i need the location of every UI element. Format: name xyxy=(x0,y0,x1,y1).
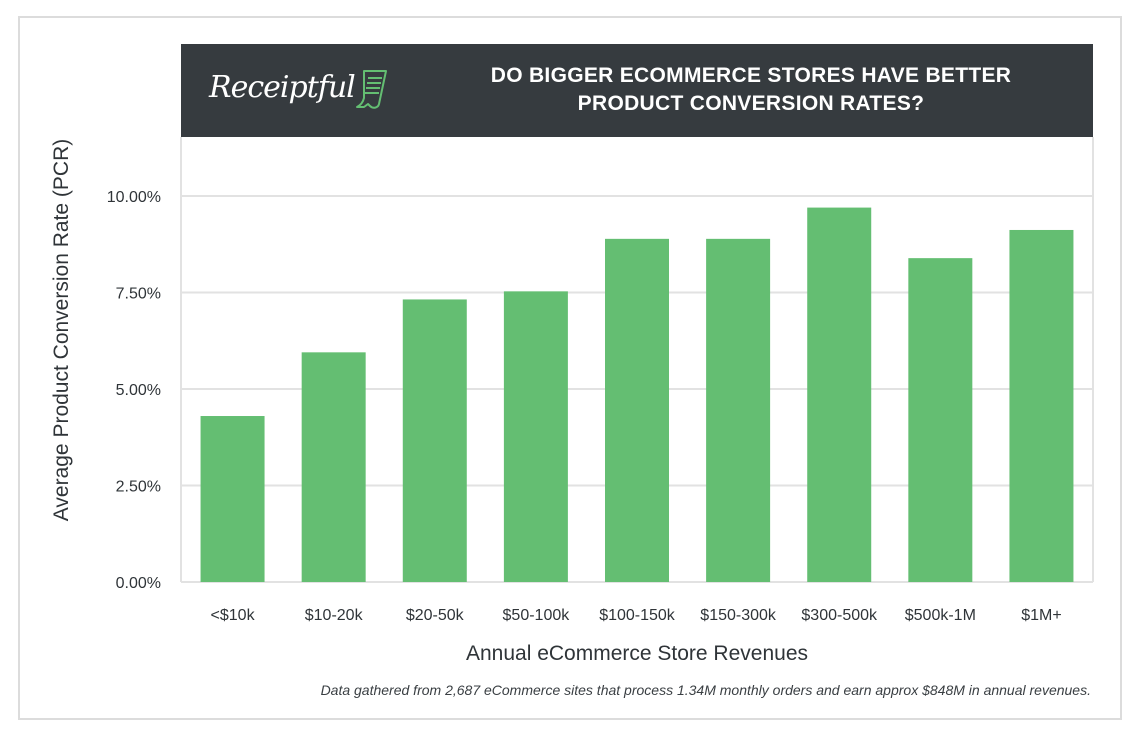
x-tick-label: $10-20k xyxy=(305,607,364,624)
chart-header: Receiptful DO BIGGER ECOMMERCE STORES HA… xyxy=(181,44,1093,137)
bar xyxy=(706,238,771,582)
y-tick-labels: 0.00% 2.50% 5.00% 7.50% 10.00% xyxy=(107,189,161,592)
x-tick-label: $300-500k xyxy=(801,607,878,624)
x-tick-label: $1M+ xyxy=(1021,607,1061,624)
bar xyxy=(605,238,669,582)
bar xyxy=(200,416,265,582)
y-tick-label: 7.50% xyxy=(116,286,161,303)
x-tick-labels: <$10k $10-20k $20-50k $50-100k $100-150k $150… xyxy=(211,607,1062,624)
x-axis-label: Annual eCommerce Store Revenues xyxy=(465,642,808,665)
y-axis-label: Average Product Conversion Rate (PCR) xyxy=(50,138,73,522)
bar xyxy=(301,352,366,582)
bar xyxy=(908,258,973,582)
bar xyxy=(402,299,467,582)
y-tick-label: 5.00% xyxy=(116,382,161,399)
bar xyxy=(1009,229,1074,582)
receiptful-logo: Receiptful xyxy=(209,66,389,116)
x-tick-label: $150-300k xyxy=(700,607,777,624)
x-tick-label: $100-150k xyxy=(599,607,676,624)
bar xyxy=(503,291,568,582)
x-tick-label: $20-50k xyxy=(406,607,465,624)
title-line-2: PRODUCT CONVERSION RATES? xyxy=(577,92,925,115)
title-line-1: DO BIGGER ECOMMERCE STORES HAVE BETTER xyxy=(490,64,1012,87)
y-tick-label: 10.00% xyxy=(107,189,161,206)
chart-title: DO BIGGER ECOMMERCE STORES HAVE BETTER P… xyxy=(471,62,1031,118)
x-tick-label: $50-100k xyxy=(503,607,571,624)
x-tick-label: $500k-1M xyxy=(905,607,976,624)
receipt-icon xyxy=(356,70,387,109)
y-tick-label: 2.50% xyxy=(116,479,161,496)
bar xyxy=(807,207,872,582)
x-tick-label: <$10k xyxy=(211,607,256,624)
bars xyxy=(200,207,1074,582)
y-tick-label: 0.00% xyxy=(116,575,161,592)
logo-text: Receiptful xyxy=(209,70,356,105)
footnote: Data gathered from 2,687 eCommerce sites… xyxy=(320,682,1091,698)
